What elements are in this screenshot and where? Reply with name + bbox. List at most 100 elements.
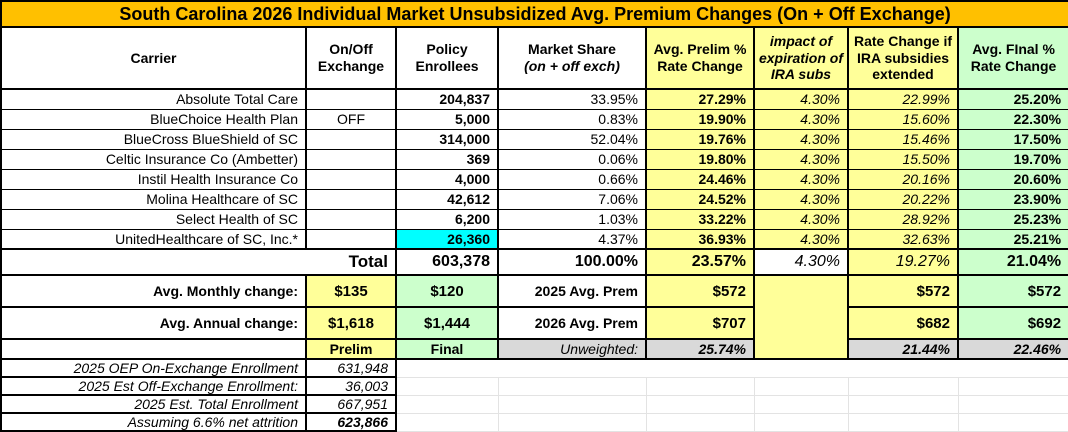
cell-exchange[interactable] [305,88,397,110]
col-header-enrollees[interactable]: Policy Enrollees [395,26,499,90]
col-header-prelim-change[interactable]: Avg. Prelim % Rate Change [645,26,755,90]
cell-exchange[interactable]: OFF [305,108,397,130]
prelim-column-tag[interactable]: Prelim [305,338,397,360]
prem-2026-final[interactable]: $692 [956,306,1068,340]
cell-final-change[interactable]: 19.70% [956,148,1068,170]
cell-ira-impact[interactable]: 4.30% [753,148,849,170]
empty-cell[interactable] [847,412,959,432]
empty-cell[interactable] [753,394,849,414]
cell-carrier-name[interactable]: Celtic Insurance Co (Ambetter) [0,148,307,170]
final-column-tag[interactable]: Final [395,338,499,360]
cell-carrier-name[interactable]: BlueCross BlueShield of SC [0,128,307,150]
empty-cell[interactable] [957,412,1068,432]
cell-exchange[interactable] [305,188,397,210]
prem-2026-prelim[interactable]: $707 [645,306,755,340]
empty-cell[interactable] [957,376,1068,396]
cell-prelim-change[interactable]: 19.90% [645,108,755,130]
unweighted-extended[interactable]: 21.44% [847,338,959,360]
ira-impact-spacer[interactable] [753,274,849,360]
cell-market-share[interactable]: 33.95% [497,88,647,110]
cell-extended-change[interactable]: 15.60% [847,108,959,130]
cell-exchange[interactable] [305,208,397,230]
empty-cell[interactable] [847,376,959,396]
cell-market-share[interactable]: 1.03% [497,208,647,230]
prem-2025-prelim[interactable]: $572 [645,274,755,308]
empty-cell[interactable] [395,376,499,396]
cell-prelim-change[interactable]: 24.46% [645,168,755,190]
empty-cell[interactable] [395,394,499,414]
empty-cell[interactable] [645,394,755,414]
cell-enrollees[interactable]: 204,837 [395,88,499,110]
unweighted-final[interactable]: 22.46% [956,338,1068,360]
cell-market-share[interactable]: 0.66% [497,168,647,190]
cell-ira-impact[interactable]: 4.30% [753,88,849,110]
empty-cell[interactable] [753,376,849,396]
unweighted-prelim[interactable]: 25.74% [645,338,755,360]
total-ira-impact[interactable]: 4.30% [753,248,849,276]
col-header-market-share[interactable]: Market Share (on + off exch) [497,26,647,90]
table-title[interactable]: South Carolina 2026 Individual Market Un… [0,0,1068,28]
avg-annual-label[interactable]: Avg. Annual change: [0,306,307,340]
cell-extended-change[interactable]: 32.63% [847,228,959,250]
total-extended-change[interactable]: 19.27% [847,248,959,276]
empty-cell[interactable] [395,412,499,432]
avg-annual-final[interactable]: $1,444 [395,306,499,340]
cell-carrier-name[interactable]: Absolute Total Care [0,88,307,110]
enrollment-value[interactable]: 667,951 [305,394,397,414]
cell-ira-impact[interactable]: 4.30% [753,128,849,150]
cell-carrier-name[interactable]: Select Health of SC [0,208,307,230]
cell-enrollees[interactable]: 42,612 [395,188,499,210]
cell-market-share[interactable]: 7.06% [497,188,647,210]
cell-prelim-change[interactable]: 27.29% [645,88,755,110]
cell-ira-impact[interactable]: 4.30% [753,208,849,230]
col-header-final-change[interactable]: Avg. FInal % Rate Change [956,26,1068,90]
cell-final-change[interactable]: 23.90% [956,188,1068,210]
cell-carrier-name[interactable]: BlueChoice Health Plan [0,108,307,130]
cell-prelim-change[interactable]: 19.80% [645,148,755,170]
enrollment-label[interactable]: 2025 OEP On-Exchange Enrollment [0,358,307,378]
total-final-change[interactable]: 21.04% [956,248,1068,276]
cell-enrollees[interactable]: 6,200 [395,208,499,230]
cell-prelim-change[interactable]: 36.93% [645,228,755,250]
unweighted-label[interactable]: Unweighted: [497,338,647,360]
enrollment-label[interactable]: 2025 Est Off-Exchange Enrollment: [0,376,307,396]
avg-monthly-label[interactable]: Avg. Monthly change: [0,274,307,308]
enrollment-value[interactable]: 631,948 [305,358,397,378]
cell-enrollees[interactable]: 4,000 [395,168,499,190]
cell-final-change[interactable]: 25.21% [956,228,1068,250]
cell-prelim-change[interactable]: 33.22% [645,208,755,230]
cell-enrollees-highlighted[interactable]: 26,360 [395,228,499,250]
empty-cell[interactable] [847,394,959,414]
cell-extended-change[interactable]: 20.22% [847,188,959,210]
cell-ira-impact[interactable]: 4.30% [753,108,849,130]
enrollment-label[interactable]: 2025 Est. Total Enrollment [0,394,307,414]
cell-extended-change[interactable]: 28.92% [847,208,959,230]
prem-2025-final[interactable]: $572 [956,274,1068,308]
avg-annual-prelim[interactable]: $1,618 [305,306,397,340]
cell-ira-impact[interactable]: 4.30% [753,168,849,190]
empty-cell[interactable] [497,394,647,414]
avg-monthly-prelim[interactable]: $135 [305,274,397,308]
empty-cell[interactable] [497,412,647,432]
cell-final-change[interactable]: 22.30% [956,108,1068,130]
cell-market-share[interactable]: 4.37% [497,228,647,250]
cell-final-change[interactable]: 17.50% [956,128,1068,150]
cell-exchange[interactable] [305,168,397,190]
enrollment-value[interactable]: 36,003 [305,376,397,396]
cell-ira-impact[interactable]: 4.30% [753,228,849,250]
col-header-carrier[interactable]: Carrier [0,26,307,90]
cell-carrier-name[interactable]: Instil Health Insurance Co [0,168,307,190]
col-header-ira-impact[interactable]: impact of expiration of IRA subs [753,26,849,90]
avg-monthly-final[interactable]: $120 [395,274,499,308]
cell-exchange[interactable] [305,148,397,170]
total-enrollees[interactable]: 603,378 [395,248,499,276]
empty-cell[interactable] [0,338,307,360]
prem-2026-label[interactable]: 2026 Avg. Prem [497,306,647,340]
total-prelim-change[interactable]: 23.57% [645,248,755,276]
cell-carrier-name[interactable]: Molina Healthcare of SC [0,188,307,210]
empty-cell[interactable] [957,394,1068,414]
total-label[interactable]: Total [0,248,397,276]
cell-enrollees[interactable]: 5,000 [395,108,499,130]
cell-exchange[interactable] [305,228,397,250]
cell-market-share[interactable]: 0.06% [497,148,647,170]
